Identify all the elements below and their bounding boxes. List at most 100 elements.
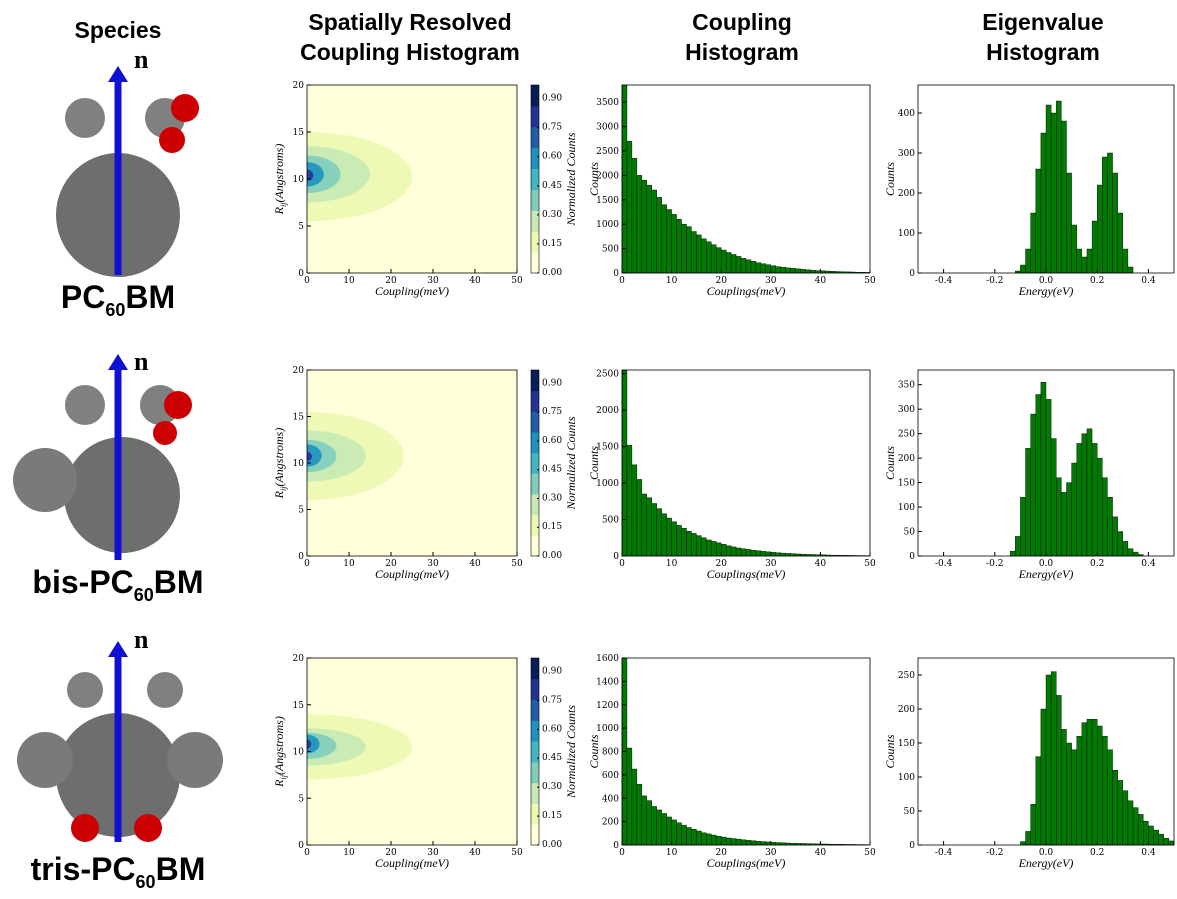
species-name-part: tris-PC bbox=[31, 851, 136, 887]
x-tick-label: 0 bbox=[619, 276, 625, 286]
y-tick-label: 50 bbox=[904, 807, 916, 817]
bar bbox=[641, 795, 648, 846]
bar bbox=[1127, 266, 1134, 274]
bar bbox=[666, 209, 672, 274]
y-axis-label: Counts bbox=[883, 446, 897, 480]
bar bbox=[661, 204, 667, 274]
bar bbox=[750, 549, 757, 557]
bar bbox=[1081, 256, 1088, 274]
y-tick-label: 400 bbox=[602, 794, 619, 804]
y-tick-label: 100 bbox=[898, 503, 915, 513]
y-tick-label: 10 bbox=[293, 748, 305, 758]
plot-frame bbox=[917, 657, 1175, 846]
bar bbox=[760, 551, 767, 557]
x-tick-label: 0 bbox=[304, 559, 310, 569]
bar bbox=[641, 493, 648, 557]
colorbar-segment bbox=[531, 252, 539, 274]
colorbar-segment bbox=[531, 514, 539, 536]
colorbar-segment bbox=[531, 189, 539, 211]
bar bbox=[1137, 814, 1144, 846]
y-tick-label: 0 bbox=[298, 269, 304, 279]
y-tick-label: 2000 bbox=[596, 406, 619, 416]
y-axis-label: Counts bbox=[883, 734, 897, 768]
bar bbox=[1030, 804, 1036, 846]
y-tick-label: 20 bbox=[293, 366, 305, 376]
species-name-part: 60 bbox=[134, 585, 154, 605]
bar bbox=[1122, 541, 1129, 557]
y-tick-label: 10 bbox=[293, 175, 305, 185]
plot-frame bbox=[917, 84, 1175, 274]
molecule-1 bbox=[56, 66, 199, 277]
x-tick-label: 20 bbox=[715, 276, 727, 286]
colorbar-segment bbox=[531, 370, 539, 392]
bar bbox=[1015, 536, 1021, 557]
y-tick-label: 250 bbox=[898, 671, 915, 681]
bar bbox=[800, 269, 806, 274]
bar bbox=[646, 800, 652, 846]
bar bbox=[1061, 120, 1067, 274]
y-axis-label: Rij(Angstroms) bbox=[272, 144, 288, 216]
bar bbox=[656, 508, 662, 557]
x-axis-label: Energy(eV) bbox=[1018, 856, 1074, 870]
y-tick-label: 1000 bbox=[596, 479, 619, 489]
colorbar-segment bbox=[531, 782, 539, 804]
bar bbox=[1071, 224, 1077, 274]
bar bbox=[691, 231, 697, 274]
colorbar-tick-label: 0.90 bbox=[542, 378, 562, 388]
y-tick-label: 2500 bbox=[596, 147, 619, 157]
bar bbox=[1030, 413, 1036, 557]
bar bbox=[676, 822, 682, 846]
x-tick-label: 0.2 bbox=[1090, 276, 1104, 286]
y-axis-label: Rij(Angstroms) bbox=[272, 716, 288, 788]
bar bbox=[765, 264, 772, 274]
y-tick-label: 0 bbox=[613, 269, 619, 279]
y-tick-label: 10 bbox=[293, 459, 305, 469]
bar bbox=[1127, 800, 1134, 846]
bar bbox=[1086, 248, 1093, 274]
bar bbox=[735, 838, 742, 846]
y-tick-label: 15 bbox=[293, 413, 305, 423]
molecule-3 bbox=[17, 641, 223, 842]
plot-frame bbox=[621, 84, 871, 274]
y-tick-label: 2000 bbox=[596, 171, 619, 181]
bar bbox=[1056, 695, 1062, 846]
y-tick-label: 1600 bbox=[596, 654, 619, 664]
bar bbox=[671, 819, 677, 846]
plot-frame bbox=[621, 369, 871, 557]
x-tick-label: 10 bbox=[343, 276, 355, 286]
y-tick-label: 100 bbox=[898, 773, 915, 783]
bar bbox=[1091, 719, 1098, 846]
x-axis-label: Coupling(meV) bbox=[375, 567, 449, 581]
bar bbox=[770, 552, 776, 557]
y-tick-label: 200 bbox=[602, 818, 619, 828]
y-tick-label: 500 bbox=[602, 245, 619, 255]
bar bbox=[740, 258, 747, 274]
x-tick-label: 30 bbox=[427, 559, 439, 569]
y-axis-label: Counts bbox=[883, 162, 897, 196]
bar bbox=[1066, 482, 1072, 557]
bar bbox=[1117, 780, 1124, 846]
bar bbox=[805, 269, 811, 274]
molecule-2 bbox=[13, 354, 192, 560]
contour-region bbox=[307, 162, 324, 187]
species-name-part: bis-PC bbox=[32, 564, 133, 600]
y-tick-label: 150 bbox=[898, 479, 915, 489]
bar bbox=[1102, 156, 1108, 274]
x-tick-label: 10 bbox=[666, 848, 678, 858]
x-tick-label: 40 bbox=[815, 559, 827, 569]
bar bbox=[1091, 220, 1098, 274]
x-tick-label: 20 bbox=[715, 559, 727, 569]
colorbar-segment bbox=[531, 720, 539, 742]
x-tick-label: -0.4 bbox=[935, 276, 953, 286]
y-tick-label: 200 bbox=[898, 189, 915, 199]
bar bbox=[1025, 831, 1031, 846]
y-tick-label: 20 bbox=[293, 81, 305, 91]
y-axis-label-part: (Angstroms) bbox=[272, 428, 286, 487]
bar bbox=[1107, 152, 1113, 274]
colorbar-segment bbox=[531, 699, 539, 721]
contour-region bbox=[307, 444, 322, 467]
colorbar-frame bbox=[530, 369, 540, 557]
y-axis-label: Counts bbox=[587, 734, 601, 768]
bar bbox=[1076, 443, 1083, 557]
column-header: Species bbox=[75, 17, 162, 43]
